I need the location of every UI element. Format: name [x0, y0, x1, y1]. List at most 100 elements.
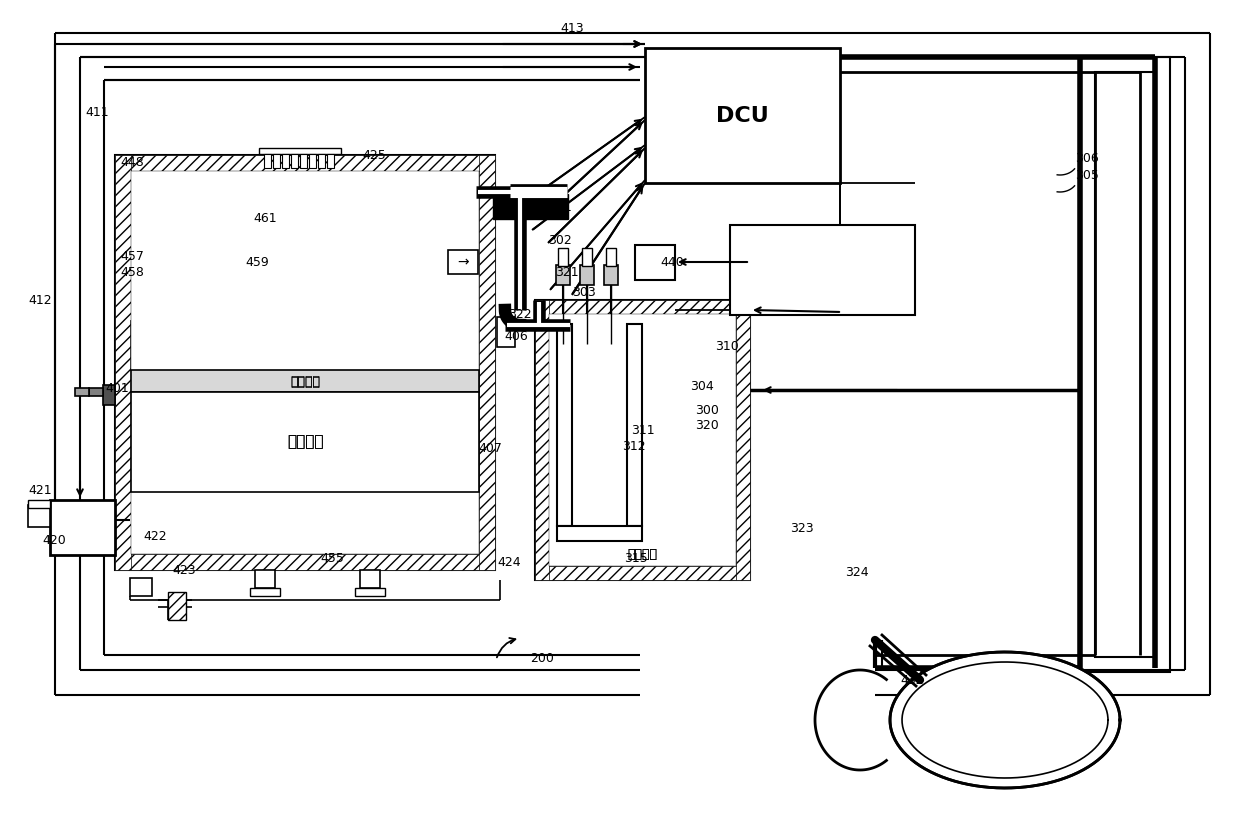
Text: 305: 305 [1075, 169, 1099, 182]
Bar [29, 505, 50, 527]
Bar [130, 578, 153, 596]
Bar [534, 566, 750, 580]
Text: 热交换器: 热交换器 [286, 435, 324, 449]
Text: 300: 300 [694, 403, 719, 416]
Bar [243, 320, 348, 370]
Bar [604, 265, 618, 285]
Text: 电加热器: 电加热器 [290, 374, 320, 388]
Bar [557, 324, 572, 526]
Text: 461: 461 [253, 212, 277, 225]
Bar [627, 324, 642, 526]
Text: 407: 407 [477, 441, 502, 454]
Text: 322: 322 [508, 308, 532, 320]
Bar [360, 570, 379, 588]
Text: 310: 310 [715, 340, 739, 352]
Text: 热交换器: 热交换器 [286, 435, 324, 449]
Bar [291, 154, 298, 168]
Text: 323: 323 [790, 522, 813, 534]
Bar [534, 300, 549, 580]
Bar [29, 500, 50, 508]
Polygon shape [890, 652, 1120, 788]
Bar [115, 155, 495, 171]
Text: 424: 424 [497, 556, 521, 570]
Bar [103, 385, 115, 405]
Text: 301: 301 [548, 201, 572, 213]
Bar [115, 554, 495, 570]
Bar [534, 300, 750, 580]
Bar [351, 320, 476, 370]
Bar [1095, 72, 1154, 657]
Text: 303: 303 [572, 286, 595, 299]
Text: 320: 320 [694, 419, 719, 431]
Text: 423: 423 [172, 564, 196, 576]
Text: 422: 422 [143, 531, 166, 543]
Bar [50, 500, 115, 555]
Bar [479, 155, 495, 570]
Bar [494, 194, 568, 219]
Bar [645, 48, 839, 183]
Text: 电加热器: 电加热器 [290, 375, 320, 388]
Bar [259, 148, 341, 154]
Text: 406: 406 [503, 329, 528, 342]
Bar [281, 154, 289, 168]
Text: 401: 401 [105, 382, 129, 394]
Bar [74, 388, 89, 396]
Text: 420: 420 [42, 533, 66, 546]
Text: 200: 200 [529, 652, 554, 664]
Text: 448: 448 [120, 156, 144, 169]
Bar [556, 265, 570, 285]
Bar [635, 245, 675, 280]
Text: 411: 411 [86, 105, 109, 119]
Bar [355, 588, 384, 596]
Bar [131, 392, 479, 492]
Bar [327, 154, 334, 168]
Text: 440: 440 [660, 257, 683, 269]
Text: 457: 457 [120, 249, 144, 263]
Bar [534, 300, 750, 314]
Text: 302: 302 [548, 234, 572, 247]
Text: DCU: DCU [717, 105, 769, 125]
Bar [494, 194, 568, 219]
Bar [557, 526, 642, 541]
Text: 421: 421 [29, 483, 52, 496]
Bar [730, 225, 915, 315]
Text: 412: 412 [29, 294, 52, 306]
Bar [582, 248, 591, 266]
Text: 电加热器: 电加热器 [627, 548, 657, 561]
Bar [131, 171, 479, 554]
Text: 321: 321 [556, 266, 579, 278]
Bar [115, 155, 131, 570]
Bar [580, 265, 594, 285]
Bar [606, 248, 616, 266]
Bar [317, 154, 325, 168]
Bar [273, 154, 280, 168]
Text: 413: 413 [560, 21, 584, 35]
Text: →: → [458, 255, 469, 269]
Bar [558, 248, 568, 266]
Bar [448, 250, 477, 274]
Bar [255, 570, 275, 588]
Bar [264, 154, 272, 168]
Bar [131, 370, 479, 392]
Bar [497, 317, 515, 347]
Bar [130, 320, 238, 370]
Bar [309, 154, 316, 168]
Text: 425: 425 [362, 148, 386, 161]
Bar [89, 388, 103, 396]
Text: 电加热器: 电加热器 [627, 548, 657, 561]
Bar [737, 300, 750, 580]
Text: 455: 455 [320, 551, 343, 565]
Bar [300, 154, 308, 168]
Text: 459: 459 [246, 255, 269, 268]
Bar [1080, 57, 1171, 672]
Text: 432: 432 [900, 673, 924, 686]
Text: 312: 312 [622, 439, 646, 453]
Bar [549, 314, 737, 566]
Text: 458: 458 [120, 267, 144, 280]
Text: 324: 324 [844, 565, 869, 579]
Bar [167, 592, 186, 620]
Bar [115, 155, 495, 570]
Text: 304: 304 [689, 379, 714, 393]
Bar [250, 588, 280, 596]
Text: 315: 315 [624, 551, 647, 565]
